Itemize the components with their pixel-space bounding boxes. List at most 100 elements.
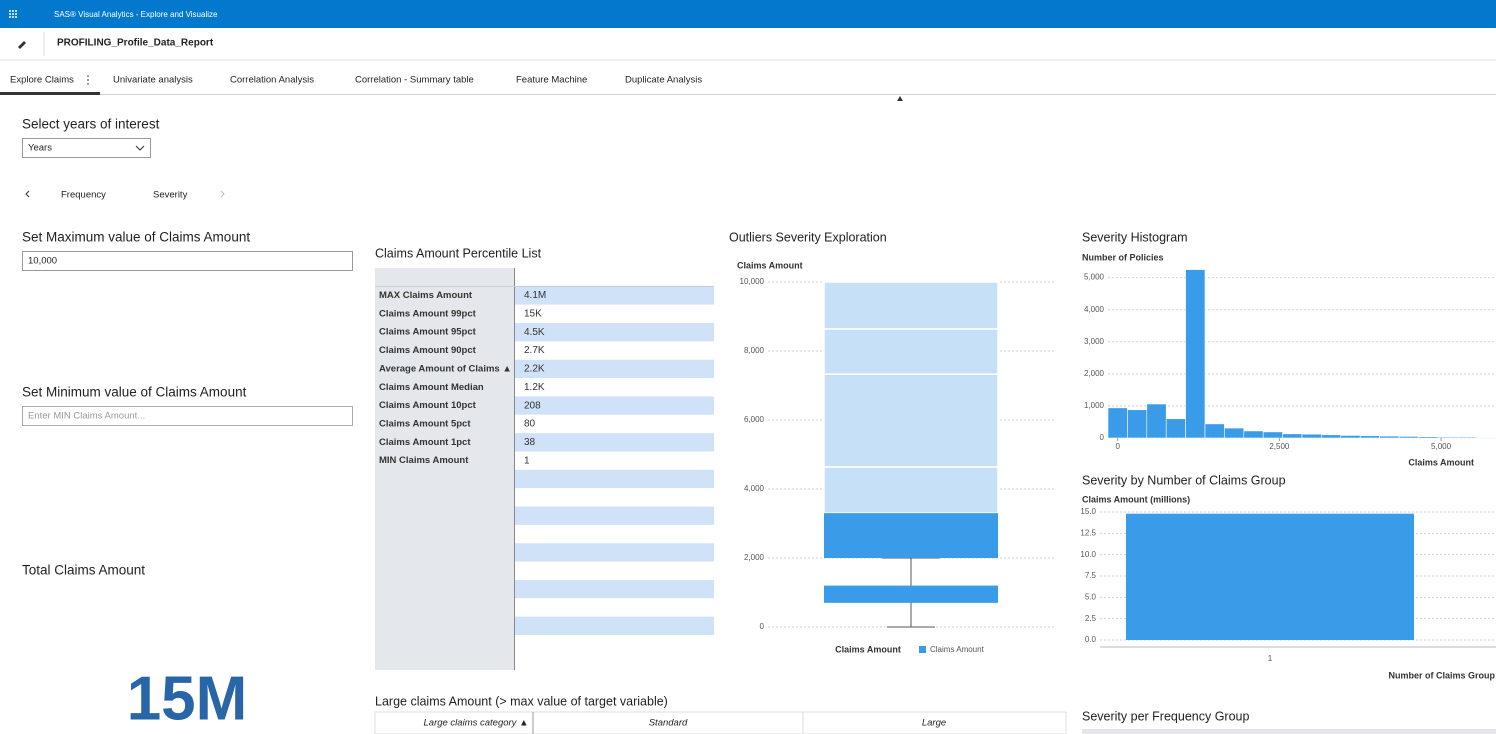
y-tick-label: 2,000 (1084, 369, 1105, 378)
table-header (1082, 729, 1496, 734)
row-band (514, 414, 714, 434)
row-band (514, 433, 714, 452)
row-label: Claims Amount 95pct (379, 327, 477, 338)
histogram-bar (1127, 409, 1148, 439)
legend-label: Claims Amount (930, 645, 985, 654)
collapse-icon[interactable] (897, 96, 903, 101)
column-header[interactable]: Large (922, 718, 946, 729)
row-band (514, 451, 714, 470)
subtab[interactable]: Frequency (61, 190, 106, 201)
row-label: Claims Amount 99pct (379, 308, 477, 319)
row-band (514, 488, 714, 507)
row-value: 1.2K (524, 382, 545, 393)
outlier-band (823, 328, 999, 375)
row-value: 38 (524, 437, 536, 448)
app-bar (0, 0, 1496, 28)
row-label: Claims Amount 5pct (379, 418, 471, 429)
outlier-band (823, 466, 999, 514)
text-input[interactable] (22, 406, 353, 426)
row-value: 2.7K (524, 345, 545, 356)
chart-title: Severity per Frequency Group (1082, 709, 1249, 723)
row-label: MAX Claims Amount (379, 290, 473, 301)
histogram-bar (1146, 403, 1167, 439)
prev-icon[interactable] (25, 190, 30, 198)
row-value: 80 (524, 419, 536, 430)
y-tick-label: 2.5 (1085, 614, 1097, 623)
tab[interactable]: Correlation - Summary table (355, 75, 474, 86)
histogram-bar (1224, 427, 1245, 439)
column-header[interactable]: Large claims category ▲ (424, 718, 529, 729)
histogram-bar (1185, 269, 1206, 439)
y-axis-label: Claims Amount (737, 260, 803, 270)
row-value: 2.2K (524, 364, 545, 375)
table-title: Large claims Amount (> max value of targ… (375, 694, 668, 708)
histogram-bar (1418, 436, 1439, 439)
x-tick-label: 2,500 (1269, 442, 1290, 451)
row-band (514, 359, 714, 379)
legend-swatch (919, 646, 926, 653)
outlier-band (823, 281, 999, 330)
x-tick-label: 5,000 (1431, 442, 1452, 451)
x-tick-label: 1 (1268, 654, 1273, 663)
dropdown-value: Years (28, 143, 52, 154)
row-band (514, 469, 714, 489)
row-band (514, 524, 714, 544)
charts: Outliers Severity Exploration Claims Amou… (729, 230, 1496, 680)
histogram-bar (1301, 433, 1322, 439)
x-axis-label: Claims Amount (1408, 457, 1474, 467)
row-value: 4.1M (524, 290, 546, 301)
histogram-bar (1262, 431, 1283, 439)
histogram-bar (1243, 430, 1264, 439)
histogram-bar (1107, 407, 1128, 439)
histogram-bar (1282, 433, 1303, 439)
row-band (514, 323, 714, 342)
control-label: Select years of interest (22, 117, 160, 132)
tab[interactable]: Duplicate Analysis (625, 75, 702, 86)
y-tick-label: 8,000 (744, 346, 765, 355)
row-band (514, 396, 714, 415)
kpi-title: Total Claims Amount (22, 563, 145, 578)
y-tick-label: 0.0 (1085, 635, 1097, 644)
chart-title: Severity by Number of Claims Group (1082, 473, 1286, 487)
tab[interactable]: Explore Claims (10, 75, 74, 86)
percentile-table: MAX Claims Amount 4.1M Claims Amount 99pct… (375, 268, 714, 670)
text-input[interactable] (22, 251, 353, 271)
y-tick-label: 12.5 (1080, 528, 1096, 537)
row-label: Average Amount of Claims ▲ (379, 363, 512, 374)
y-tick-label: 15.0 (1080, 507, 1096, 516)
control-label: Set Maximum value of Claims Amount (22, 230, 250, 245)
dropdown-icon (135, 145, 145, 151)
row-label: Claims Amount 90pct (379, 345, 477, 356)
box (824, 585, 998, 603)
tab[interactable]: Correlation Analysis (230, 75, 314, 86)
histogram-bar (1398, 436, 1419, 439)
row-band (514, 579, 714, 599)
y-tick-label: 7.5 (1085, 571, 1097, 580)
app-menu-icon[interactable] (9, 10, 17, 18)
tab[interactable]: Univariate analysis (113, 75, 193, 86)
y-axis-label: Claims Amount (millions) (1082, 494, 1190, 504)
row-band (514, 598, 714, 617)
histogram-bar (1379, 435, 1400, 439)
tab[interactable]: Feature Machine (516, 75, 587, 86)
y-tick-label: 0 (760, 622, 765, 631)
histogram-bar (1340, 435, 1361, 439)
tab-menu-icon[interactable] (87, 75, 89, 85)
dropdown[interactable] (22, 138, 151, 158)
row-value: 1 (524, 455, 530, 466)
chart-title: Severity Histogram (1082, 230, 1188, 244)
y-tick-label: 0 (1100, 433, 1105, 442)
row-band (514, 506, 714, 525)
row-band (514, 286, 714, 305)
subtab[interactable]: Severity (153, 190, 188, 201)
input-value: 10,000 (28, 256, 57, 267)
row-band (514, 304, 714, 324)
row-band (514, 616, 714, 635)
edit-icon[interactable] (18, 41, 26, 49)
bar (1126, 513, 1414, 640)
row-value: 208 (524, 400, 541, 411)
row-label: Claims Amount 10pct (379, 400, 477, 411)
column-header[interactable]: Standard (649, 718, 688, 729)
